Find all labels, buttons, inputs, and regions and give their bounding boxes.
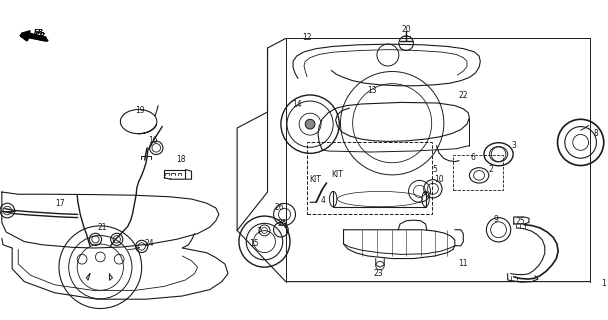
Text: 1: 1 xyxy=(601,279,606,288)
Text: 17: 17 xyxy=(55,199,64,208)
Text: 25: 25 xyxy=(515,217,525,226)
Text: 9: 9 xyxy=(493,215,498,224)
Text: KIT: KIT xyxy=(331,170,344,179)
Text: 3: 3 xyxy=(511,141,516,150)
Text: 20: 20 xyxy=(401,25,411,34)
Text: 21: 21 xyxy=(97,223,107,232)
Text: FR.: FR. xyxy=(35,32,49,41)
Bar xyxy=(453,155,503,190)
FancyArrow shape xyxy=(21,31,46,41)
Text: 18: 18 xyxy=(176,155,186,164)
Text: 10: 10 xyxy=(434,175,444,184)
Text: 19: 19 xyxy=(135,106,145,115)
Text: 7: 7 xyxy=(256,227,261,236)
Text: 11: 11 xyxy=(458,260,468,268)
Text: 13: 13 xyxy=(367,86,377,95)
Text: 4: 4 xyxy=(321,196,326,205)
Text: 8: 8 xyxy=(593,129,598,138)
Text: 5: 5 xyxy=(432,165,437,174)
Text: KIT: KIT xyxy=(309,175,322,184)
Text: 15: 15 xyxy=(249,239,259,248)
Text: 16: 16 xyxy=(148,136,158,145)
Text: 2: 2 xyxy=(489,165,494,174)
Text: 24: 24 xyxy=(144,239,154,248)
Text: 23: 23 xyxy=(373,269,383,278)
Text: 12: 12 xyxy=(302,33,312,42)
Bar xyxy=(307,142,432,214)
Text: 26: 26 xyxy=(275,203,285,212)
Text: 22: 22 xyxy=(458,91,468,100)
Text: FR.: FR. xyxy=(34,29,47,35)
Text: 6: 6 xyxy=(471,153,475,162)
Text: 25: 25 xyxy=(278,220,288,228)
Text: 14: 14 xyxy=(292,100,302,109)
Circle shape xyxy=(305,119,315,129)
